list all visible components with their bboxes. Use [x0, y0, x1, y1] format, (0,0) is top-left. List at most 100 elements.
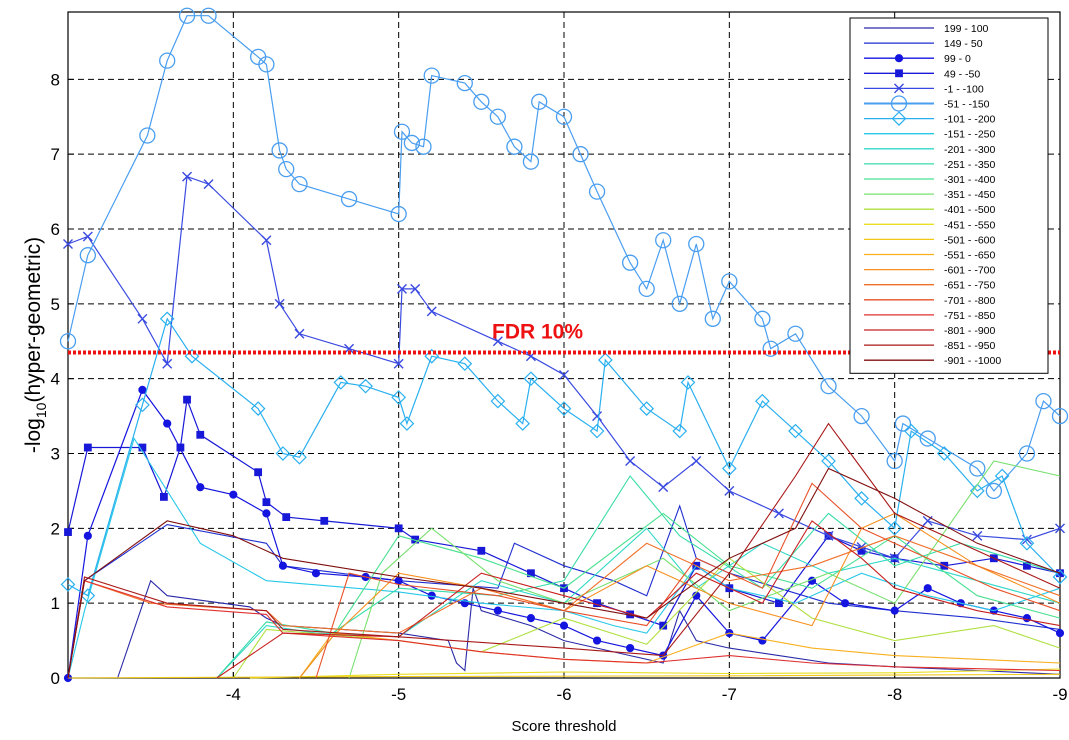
- legend-label: -401 - -500: [944, 204, 996, 216]
- x-tick-label: -6: [556, 685, 571, 704]
- series-line: [67, 437, 1061, 679]
- y-tick-label: 4: [51, 370, 60, 389]
- data-point: [275, 446, 291, 461]
- series-line: [232, 557, 1061, 679]
- legend-item: -501 - -600: [864, 234, 996, 246]
- data-point: [659, 621, 668, 630]
- series-15: [67, 673, 1061, 679]
- data-point: [137, 313, 148, 324]
- data-point: [854, 491, 869, 506]
- data-point: [424, 348, 440, 364]
- data-point: [477, 546, 486, 555]
- data-point: [788, 423, 803, 439]
- data-point: [556, 401, 572, 416]
- data-point: [292, 449, 307, 465]
- data-point: [1035, 392, 1052, 410]
- legend-item: -601 - -700: [864, 265, 996, 277]
- legend-swatch-marker: [895, 69, 903, 78]
- data-point: [163, 419, 172, 428]
- data-point: [82, 231, 93, 242]
- data-point: [394, 524, 403, 533]
- y-tick-label: 5: [51, 295, 60, 314]
- legend-swatch-marker: [890, 95, 908, 112]
- series-line: [299, 512, 1061, 679]
- data-point: [250, 401, 266, 416]
- data-point: [994, 468, 1010, 484]
- series-19: [315, 482, 1061, 679]
- legend-item: -851 - -950: [864, 340, 996, 352]
- data-point: [390, 205, 407, 223]
- data-point: [887, 520, 903, 536]
- data-point: [559, 621, 569, 630]
- data-point: [625, 455, 636, 466]
- data-point: [559, 369, 569, 380]
- legend: 199 - 100 149 - 50 99 - 0 49 - -50 -1 - -100…: [849, 17, 1049, 374]
- data-point: [969, 460, 986, 477]
- data-point: [688, 235, 705, 253]
- data-point: [183, 395, 191, 404]
- legend-item: -701 - -800: [864, 295, 996, 307]
- data-point: [523, 371, 539, 387]
- data-point: [489, 108, 507, 125]
- data-point: [393, 358, 404, 369]
- data-point: [294, 328, 305, 339]
- legend-label: -151 - -250: [944, 129, 996, 141]
- legend-item: 199 - 100: [864, 23, 989, 35]
- data-point: [1052, 569, 1068, 585]
- legend-label: -801 - -900: [944, 325, 996, 337]
- x-tick-label: -7: [722, 685, 737, 704]
- fdr-threshold-label: FDR 10%: [492, 320, 583, 343]
- data-point: [621, 254, 639, 271]
- legend-label: -601 - -700: [944, 265, 996, 277]
- legend-label: -701 - -800: [944, 295, 996, 307]
- series-13: [232, 557, 1061, 679]
- legend-label: -901 - -1000: [944, 355, 1001, 367]
- data-point: [886, 452, 903, 470]
- data-point: [254, 468, 263, 477]
- data-point: [972, 530, 983, 541]
- data-point: [457, 356, 473, 372]
- x-axis-ticks: -4 -5 -6 -7 -8 -9: [226, 672, 1068, 704]
- data-point: [672, 423, 688, 439]
- x-tick-label: -8: [887, 685, 902, 704]
- legend-item: 149 - 50: [864, 38, 983, 50]
- data-point: [274, 298, 285, 309]
- data-point: [415, 138, 432, 155]
- data-point: [176, 443, 185, 452]
- series-line: [67, 175, 1061, 559]
- y-axis-label-subscript: 10: [33, 402, 49, 418]
- legend-swatch-marker: [894, 83, 904, 94]
- series-12: [348, 460, 1061, 679]
- grid-lines: [68, 12, 1061, 678]
- y-tick-label: 2: [51, 519, 60, 538]
- data-point: [80, 588, 96, 604]
- data-point: [775, 599, 783, 608]
- series-line: [67, 467, 1061, 679]
- data-point: [162, 358, 173, 369]
- data-point: [758, 636, 767, 645]
- legend-item: -101 - -200: [864, 111, 996, 126]
- legend-item: -151 - -250: [864, 129, 996, 141]
- legend-label: 199 - 100: [944, 23, 989, 35]
- y-tick-label: 3: [51, 445, 60, 464]
- legend-swatch-marker: [891, 111, 907, 126]
- data-point: [923, 584, 932, 593]
- y-tick-label: 8: [51, 70, 60, 89]
- data-point: [135, 397, 150, 413]
- data-point: [588, 183, 606, 200]
- data-point: [456, 74, 473, 92]
- legend-label: -751 - -850: [944, 310, 996, 322]
- data-point: [229, 490, 238, 499]
- legend-box: [849, 17, 1049, 374]
- data-point: [139, 127, 156, 144]
- data-point: [258, 56, 275, 73]
- data-point: [572, 146, 589, 163]
- data-point: [626, 643, 635, 653]
- data-point: [394, 576, 403, 585]
- series-22: [67, 422, 1061, 679]
- data-point: [340, 190, 358, 208]
- data-point: [60, 577, 76, 592]
- data-point: [182, 171, 193, 182]
- series-17: [299, 512, 1061, 679]
